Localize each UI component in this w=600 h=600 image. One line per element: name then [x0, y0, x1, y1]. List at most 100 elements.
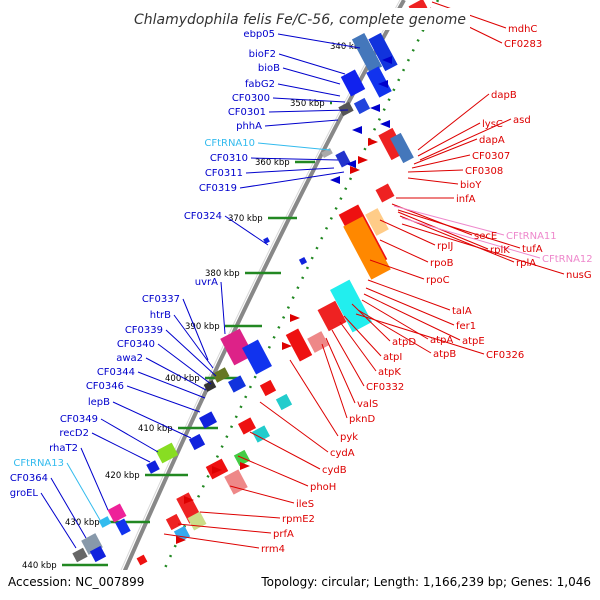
left-gene-label: CFtRNA13 [13, 458, 64, 469]
reverse-arrow [212, 466, 222, 474]
footer-backdrop [0, 570, 600, 600]
forward-arrow [352, 126, 362, 134]
right-gene-label: rpoC [426, 275, 450, 286]
left-leader-line [137, 371, 206, 399]
left-leader-line [100, 418, 159, 453]
title-backdrop [130, 8, 470, 30]
right-gene-label: pyk [340, 432, 358, 443]
kbp-tick-label: 440 kbp [22, 561, 57, 571]
right-gene-label: mdhC [508, 24, 537, 35]
forward-gene-block [188, 433, 206, 451]
right-gene-label: bioY [460, 180, 482, 191]
left-leader-line [112, 401, 192, 439]
right-gene-label: cydB [322, 465, 347, 476]
right-gene-label: CF0307 [472, 151, 510, 162]
reverse-gene-block [252, 425, 270, 443]
right-gene-label: rplK [490, 245, 510, 256]
kbp-tick-label: 420 kbp [105, 471, 140, 481]
right-gene-label: atpD [392, 337, 416, 348]
left-gene-label: CF0340 [117, 339, 155, 350]
left-leader-line [80, 447, 109, 511]
reverse-arrow [368, 138, 378, 146]
right-gene-label: rpoB [430, 258, 454, 269]
left-leader-line [126, 385, 201, 413]
forward-gene-block [220, 328, 254, 366]
kbp-tick-label: 360 kbp [255, 158, 290, 168]
reverse-arrow [350, 166, 360, 174]
right-leader-line [419, 118, 512, 161]
reverse-gene-block [330, 279, 372, 333]
forward-arrow [380, 120, 390, 128]
reverse-gene-block [365, 208, 389, 236]
reverse-arrow [176, 536, 186, 544]
forward-arrow [370, 104, 380, 112]
kbp-tick-label: 410 kbp [138, 424, 173, 434]
right-leader-line [407, 169, 464, 173]
genome-backbone-arc [110, 0, 406, 600]
left-leader-line [173, 314, 214, 369]
right-leader-line [411, 154, 471, 169]
left-gene-label: CF0300 [232, 93, 270, 104]
right-leader-line [365, 287, 455, 326]
kbp-tick-label: 390 kbp [185, 322, 220, 332]
right-gene-label: CF0326 [486, 350, 524, 361]
right-leader-line [407, 177, 459, 185]
left-gene-label: awa2 [116, 353, 143, 364]
right-leader-line [361, 299, 429, 340]
left-leader-line [245, 167, 335, 174]
right-gene-label: prfA [273, 529, 294, 540]
reverse-arrow [282, 342, 292, 350]
kbp-tick-label: 340 kbp [330, 42, 365, 52]
reverse-gene-block [317, 300, 347, 332]
left-leader-line [264, 119, 339, 127]
right-gene-label: dapB [491, 90, 517, 101]
right-leader-line [339, 321, 377, 372]
left-gene-label: CF0319 [199, 183, 237, 194]
right-gene-label: CF0283 [504, 39, 542, 50]
right-leader-line [325, 337, 356, 404]
kbp-tick-label: 350 kbp [290, 99, 325, 109]
right-leader-line [369, 259, 425, 280]
reverse-gene-block [165, 513, 183, 531]
left-gene-label: CFtRNA10 [204, 138, 255, 149]
right-gene-label: atpB [433, 349, 456, 360]
kbp-tick-label: 380 kbp [205, 269, 240, 279]
right-leader-line [343, 315, 382, 357]
right-gene-label: atpI [383, 352, 402, 363]
backbone-layer [107, 0, 406, 600]
right-leader-line [401, 217, 541, 259]
left-leader-line [165, 329, 217, 377]
right-gene-label: CF0308 [465, 166, 503, 177]
left-leader-line [272, 97, 346, 103]
right-leader-line [393, 205, 505, 236]
left-gene-label: lepB [88, 397, 110, 408]
right-gene-label: pknD [349, 414, 375, 425]
leader-layer [40, 1, 565, 549]
right-leader-line [379, 219, 436, 246]
right-gene-label: CFtRNA12 [542, 254, 593, 265]
left-leader-line [40, 492, 77, 549]
map-title: Chlamydophila felis Fe/C-56, complete ge… [134, 12, 466, 28]
kbp-tick-label: 400 kbp [165, 374, 200, 384]
left-gene-label: CF0346 [86, 381, 124, 392]
right-gene-label: talA [452, 306, 472, 317]
right-leader-line [401, 223, 565, 275]
forward-gene-block [228, 375, 246, 393]
right-leader-line [177, 523, 272, 534]
forward-gene-block [340, 69, 366, 97]
left-gene-label: bioF2 [249, 49, 276, 60]
right-leader-line [229, 485, 295, 504]
forward-gene-block [351, 32, 383, 74]
right-leader-line [249, 431, 321, 470]
forward-gene-block [321, 148, 333, 158]
left-leader-line [239, 171, 345, 189]
left-leader-line [220, 281, 226, 335]
left-gene-label: bioB [258, 63, 280, 74]
right-gene-label: rpmE2 [282, 514, 315, 525]
reverse-arrow [184, 496, 194, 504]
left-gene-label: groEL [10, 488, 39, 499]
right-gene-label: atpK [378, 367, 401, 378]
forward-gene-block [298, 256, 308, 266]
forward-gene-block [366, 66, 392, 98]
reverse-gene-block [375, 183, 395, 203]
